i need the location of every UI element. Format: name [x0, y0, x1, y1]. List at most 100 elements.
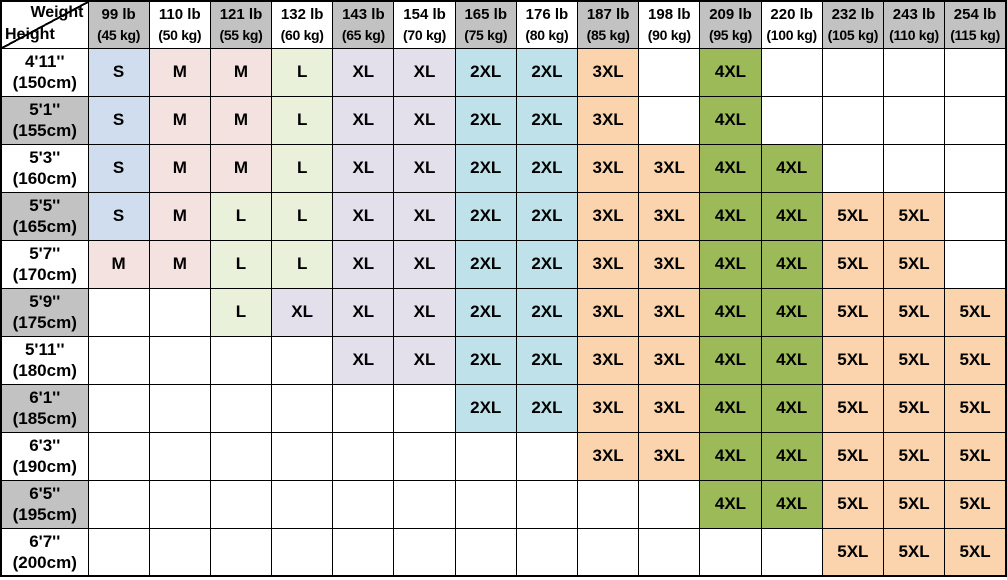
table-row: 5'1'' (155cm) S M M L XL XL 2XL 2XL 3XL 4XL [0, 95, 1007, 145]
empty-cell [332, 527, 395, 577]
weight-lb-label: 154 lb [403, 5, 446, 23]
height-ft-label: 4'11'' [24, 51, 65, 71]
weight-axis-label: Weight [30, 4, 84, 21]
empty-cell [944, 47, 1007, 97]
empty-cell [271, 431, 334, 481]
height-header: 5'7'' (170cm) [0, 239, 89, 289]
table-row: 6'1'' (185cm) 2XL 2XL 3XL 3XL 4XL 4XL 5XL 5XL 5XL [0, 383, 1007, 433]
size-cell: 5XL [882, 239, 946, 289]
table-row: 5'7'' (170cm) M M L L XL XL 2XL 2XL 3XL 3XL 4XL 4XL 5X… [0, 239, 1007, 289]
height-cm-label: (150cm) [12, 73, 77, 92]
corner-cell: Weight Height [0, 0, 89, 49]
empty-cell [332, 479, 395, 529]
size-cell: 5XL [882, 335, 946, 385]
empty-cell [393, 383, 456, 433]
empty-cell [87, 383, 150, 433]
size-cell: 2XL [454, 95, 517, 145]
size-cell: 2XL [515, 287, 579, 337]
height-ft-label: 6'3'' [29, 435, 61, 455]
size-cell: M [209, 143, 273, 193]
height-header: 5'11'' (180cm) [0, 335, 89, 385]
weight-header: 110 lb (50 kg) [148, 0, 211, 49]
weight-header: 132 lb (60 kg) [271, 0, 334, 49]
table-row: 6'3'' (190cm) 3XL 3XL 4XL 4XL 5XL 5XL 5XL [0, 431, 1007, 481]
table-body: 4'11'' (150cm) S M M L XL XL 2XL 2XL 3XL 4XL 5'1'' (1… [0, 47, 1007, 577]
weight-kg-label: (70 kg) [403, 27, 447, 44]
weight-header: 143 lb (65 kg) [332, 0, 395, 49]
weight-kg-label: (95 kg) [708, 27, 752, 44]
empty-cell [882, 143, 946, 193]
empty-cell [209, 335, 273, 385]
size-cell: 5XL [882, 191, 946, 241]
size-cell: 5XL [821, 431, 884, 481]
empty-cell [332, 383, 395, 433]
size-cell: 5XL [882, 383, 946, 433]
size-cell: M [148, 143, 211, 193]
weight-lb-label: 243 lb [892, 5, 936, 23]
height-header: 6'5'' (195cm) [0, 479, 89, 529]
empty-cell [209, 479, 273, 529]
empty-cell [87, 479, 150, 529]
size-cell: 4XL [699, 383, 762, 433]
size-cell: 5XL [944, 383, 1007, 433]
weight-lb-label: 198 lb [648, 5, 691, 23]
size-cell: 5XL [882, 287, 946, 337]
weight-lb-label: 176 lb [525, 5, 569, 23]
empty-cell [87, 527, 150, 577]
size-cell: 3XL [638, 239, 701, 289]
height-ft-label: 5'11'' [24, 339, 65, 359]
height-cm-label: (175cm) [12, 313, 77, 332]
empty-cell [271, 479, 334, 529]
size-cell: L [209, 287, 273, 337]
weight-kg-label: (75 kg) [464, 27, 508, 44]
empty-cell [271, 527, 334, 577]
weight-kg-label: (90 kg) [647, 27, 691, 44]
size-cell: 2XL [515, 239, 579, 289]
size-cell: 5XL [821, 191, 884, 241]
height-ft-label: 5'3'' [29, 147, 61, 167]
size-cell: L [271, 143, 334, 193]
table-row: 4'11'' (150cm) S M M L XL XL 2XL 2XL 3XL 4XL [0, 47, 1007, 97]
size-cell: 3XL [576, 239, 640, 289]
height-header: 5'9'' (175cm) [0, 287, 89, 337]
size-cell: XL [393, 95, 456, 145]
size-cell: 5XL [882, 431, 946, 481]
table-row: 5'3'' (160cm) S M M L XL XL 2XL 2XL 3XL 3XL 4XL 4XL [0, 143, 1007, 193]
table-row: 6'5'' (195cm) 4XL 4XL 5XL 5XL 5XL [0, 479, 1007, 529]
size-cell: 4XL [699, 239, 762, 289]
weight-header: 198 lb (90 kg) [638, 0, 701, 49]
size-cell: M [148, 47, 211, 97]
empty-cell [209, 431, 273, 481]
size-cell: 4XL [699, 47, 762, 97]
height-ft-label: 6'1'' [29, 387, 61, 407]
height-header: 5'3'' (160cm) [0, 143, 89, 193]
size-cell: 3XL [638, 383, 701, 433]
weight-header: 154 lb (70 kg) [393, 0, 456, 49]
weight-header: 209 lb (95 kg) [699, 0, 762, 49]
size-cell: 2XL [515, 143, 579, 193]
weight-kg-label: (100 kg) [766, 27, 817, 44]
size-cell: XL [393, 287, 456, 337]
size-cell: 2XL [515, 383, 579, 433]
size-cell: S [87, 95, 150, 145]
empty-cell [821, 47, 884, 97]
size-cell: 4XL [760, 143, 823, 193]
empty-cell [821, 95, 884, 145]
empty-cell [454, 431, 517, 481]
size-cell: 4XL [760, 287, 823, 337]
size-cell: XL [393, 191, 456, 241]
size-cell: 4XL [699, 191, 762, 241]
height-ft-label: 6'5'' [29, 483, 61, 503]
size-cell: 2XL [515, 335, 579, 385]
empty-cell [148, 479, 211, 529]
empty-cell [148, 431, 211, 481]
height-cm-label: (195cm) [12, 505, 77, 524]
size-cell: 3XL [638, 431, 701, 481]
height-header: 6'7'' (200cm) [0, 527, 89, 577]
empty-cell [882, 47, 946, 97]
size-cell: 5XL [821, 479, 884, 529]
weight-lb-label: 143 lb [342, 5, 385, 23]
height-header: 6'1'' (185cm) [0, 383, 89, 433]
size-cell: 3XL [576, 383, 640, 433]
size-cell: 4XL [699, 431, 762, 481]
